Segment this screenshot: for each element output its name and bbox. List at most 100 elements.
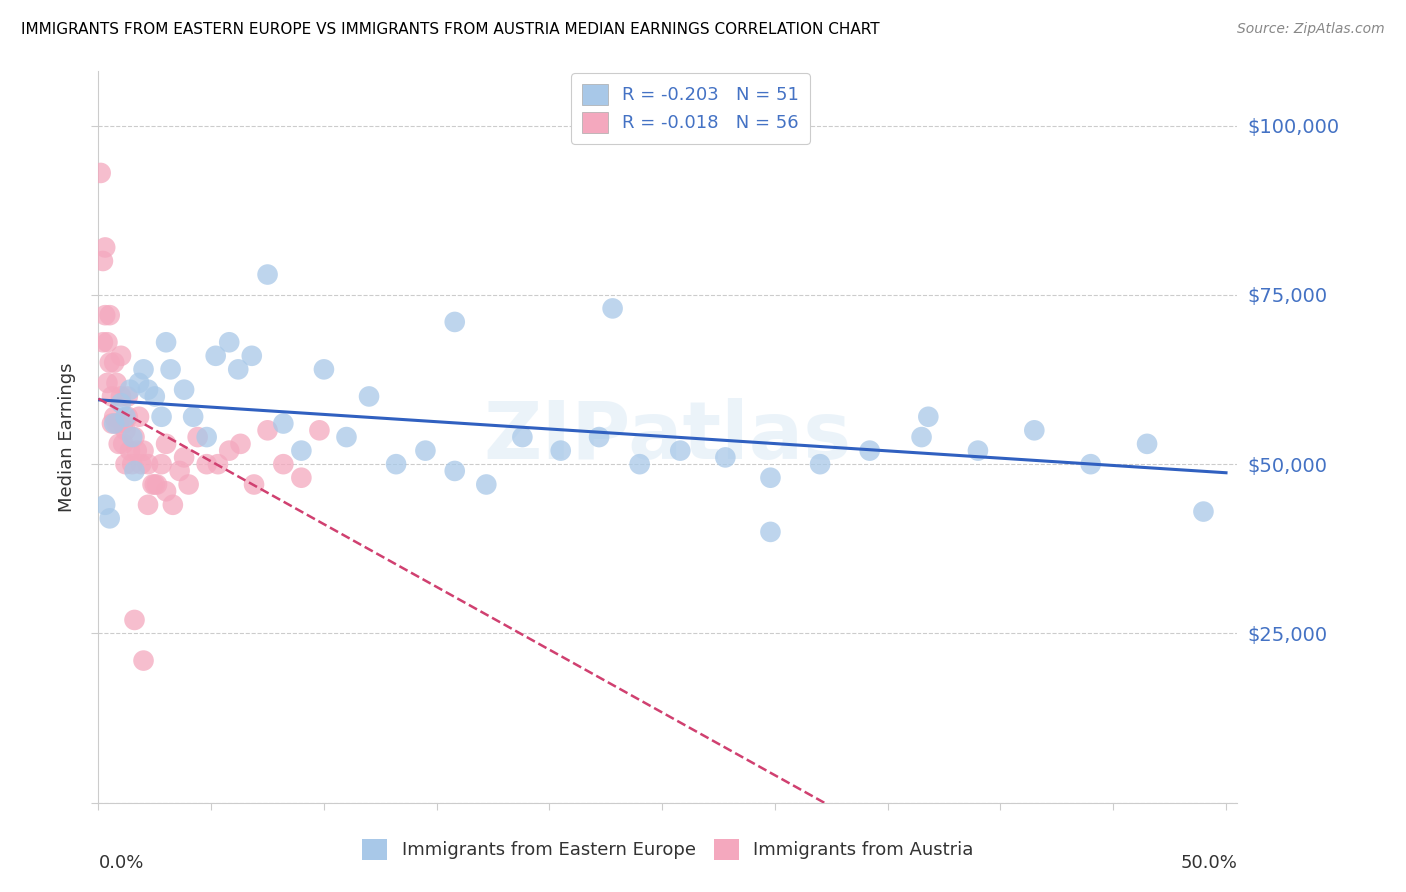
Point bbox=[105, 376, 128, 390]
Point bbox=[155, 335, 177, 350]
Point bbox=[132, 654, 155, 668]
Point bbox=[290, 471, 312, 485]
Point bbox=[94, 308, 117, 322]
Point bbox=[136, 498, 159, 512]
Text: ZIPatlas: ZIPatlas bbox=[484, 398, 852, 476]
Point bbox=[967, 443, 990, 458]
Point bbox=[94, 498, 117, 512]
Point bbox=[110, 396, 132, 410]
Point bbox=[218, 443, 240, 458]
Point bbox=[415, 443, 437, 458]
Point bbox=[91, 254, 114, 268]
Point bbox=[103, 417, 125, 431]
Point bbox=[443, 315, 465, 329]
Point bbox=[101, 417, 124, 431]
Point bbox=[118, 443, 141, 458]
Point bbox=[240, 349, 263, 363]
Point bbox=[714, 450, 737, 465]
Point bbox=[107, 417, 129, 431]
Point bbox=[910, 430, 932, 444]
Point bbox=[143, 477, 166, 491]
Point bbox=[136, 457, 159, 471]
Point bbox=[90, 166, 112, 180]
Point bbox=[273, 457, 295, 471]
Point bbox=[273, 417, 295, 431]
Point bbox=[150, 457, 173, 471]
Point bbox=[121, 430, 143, 444]
Point bbox=[229, 437, 252, 451]
Point bbox=[256, 268, 278, 282]
Point bbox=[550, 443, 572, 458]
Point bbox=[669, 443, 692, 458]
Text: 0.0%: 0.0% bbox=[98, 854, 143, 872]
Point bbox=[859, 443, 882, 458]
Point bbox=[181, 409, 204, 424]
Point bbox=[159, 362, 181, 376]
Point bbox=[195, 430, 218, 444]
Point bbox=[124, 613, 146, 627]
Point bbox=[475, 477, 498, 491]
Point bbox=[173, 450, 195, 465]
Point bbox=[195, 457, 218, 471]
Point bbox=[917, 409, 939, 424]
Point bbox=[759, 471, 782, 485]
Point bbox=[132, 443, 155, 458]
Point bbox=[117, 409, 139, 424]
Point bbox=[117, 389, 139, 403]
Point bbox=[187, 430, 209, 444]
Point bbox=[312, 362, 335, 376]
Point bbox=[128, 409, 150, 424]
Text: IMMIGRANTS FROM EASTERN EUROPE VS IMMIGRANTS FROM AUSTRIA MEDIAN EARNINGS CORREL: IMMIGRANTS FROM EASTERN EUROPE VS IMMIGR… bbox=[21, 22, 880, 37]
Point bbox=[141, 477, 163, 491]
Point bbox=[169, 464, 191, 478]
Point bbox=[125, 443, 148, 458]
Point bbox=[177, 477, 200, 491]
Point bbox=[443, 464, 465, 478]
Point bbox=[107, 437, 129, 451]
Point bbox=[128, 376, 150, 390]
Point bbox=[98, 355, 121, 369]
Point bbox=[150, 409, 173, 424]
Point bbox=[103, 409, 125, 424]
Point bbox=[1136, 437, 1159, 451]
Point bbox=[385, 457, 408, 471]
Point bbox=[218, 335, 240, 350]
Point bbox=[105, 417, 128, 431]
Point bbox=[290, 443, 312, 458]
Point bbox=[112, 437, 135, 451]
Point bbox=[512, 430, 534, 444]
Point bbox=[162, 498, 184, 512]
Point bbox=[124, 464, 146, 478]
Point bbox=[143, 389, 166, 403]
Point bbox=[808, 457, 831, 471]
Point bbox=[226, 362, 249, 376]
Point bbox=[256, 423, 278, 437]
Point bbox=[121, 457, 143, 471]
Point bbox=[96, 376, 118, 390]
Point bbox=[101, 389, 124, 403]
Point bbox=[114, 423, 136, 437]
Point bbox=[155, 437, 177, 451]
Point bbox=[124, 430, 146, 444]
Point bbox=[759, 524, 782, 539]
Text: Source: ZipAtlas.com: Source: ZipAtlas.com bbox=[1237, 22, 1385, 37]
Point bbox=[155, 484, 177, 499]
Point bbox=[207, 457, 229, 471]
Point bbox=[146, 477, 169, 491]
Point bbox=[110, 349, 132, 363]
Y-axis label: Median Earnings: Median Earnings bbox=[58, 362, 76, 512]
Point bbox=[136, 383, 159, 397]
Point bbox=[118, 383, 141, 397]
Point bbox=[91, 335, 114, 350]
Point bbox=[588, 430, 610, 444]
Point bbox=[357, 389, 380, 403]
Point bbox=[1024, 423, 1046, 437]
Point bbox=[98, 308, 121, 322]
Point bbox=[103, 355, 125, 369]
Point bbox=[114, 457, 136, 471]
Point bbox=[94, 240, 117, 254]
Point bbox=[243, 477, 266, 491]
Point bbox=[96, 335, 118, 350]
Point bbox=[1080, 457, 1102, 471]
Point bbox=[308, 423, 330, 437]
